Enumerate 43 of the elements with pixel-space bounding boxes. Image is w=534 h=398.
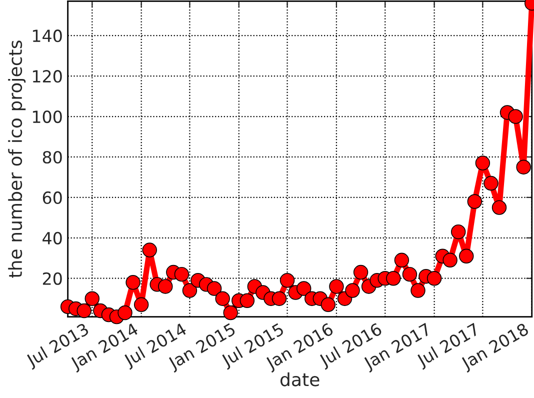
- point: [182, 283, 198, 298]
- point: [126, 275, 140, 290]
- point: [426, 271, 442, 286]
- y-tick-label: 120: [32, 70, 62, 83]
- point: [492, 200, 507, 215]
- point: [84, 291, 100, 306]
- point: [240, 293, 255, 308]
- point: [459, 248, 474, 264]
- y-axis-title: the number of ico projects: [8, 40, 26, 278]
- point: [484, 176, 498, 191]
- point: [134, 297, 149, 312]
- point: [450, 224, 466, 240]
- point: [158, 279, 173, 294]
- point: [516, 160, 531, 174]
- point: [320, 297, 336, 312]
- point: [296, 281, 312, 296]
- y-tick-label: 40: [42, 232, 62, 244]
- point: [394, 252, 410, 268]
- point: [206, 281, 222, 296]
- point: [76, 303, 92, 318]
- point: [174, 266, 190, 282]
- point: [475, 156, 490, 170]
- point: [386, 271, 401, 286]
- point: [118, 305, 132, 320]
- point: [223, 305, 238, 320]
- point: [142, 242, 157, 258]
- point: [410, 283, 426, 298]
- point: [215, 291, 230, 306]
- point: [353, 264, 368, 280]
- point: [329, 279, 344, 294]
- y-tick-label: 20: [42, 272, 62, 285]
- point: [467, 194, 482, 209]
- y-tick-label: 60: [42, 191, 62, 204]
- point: [345, 283, 360, 298]
- y-tick-label: 100: [32, 110, 62, 124]
- point: [272, 291, 287, 306]
- y-tick-label: 80: [42, 150, 62, 164]
- x-axis-title: date: [280, 372, 320, 386]
- point: [442, 252, 458, 268]
- point: [402, 266, 418, 282]
- point: [280, 273, 295, 288]
- y-tick-label: 140: [32, 30, 62, 42]
- point: [508, 109, 523, 124]
